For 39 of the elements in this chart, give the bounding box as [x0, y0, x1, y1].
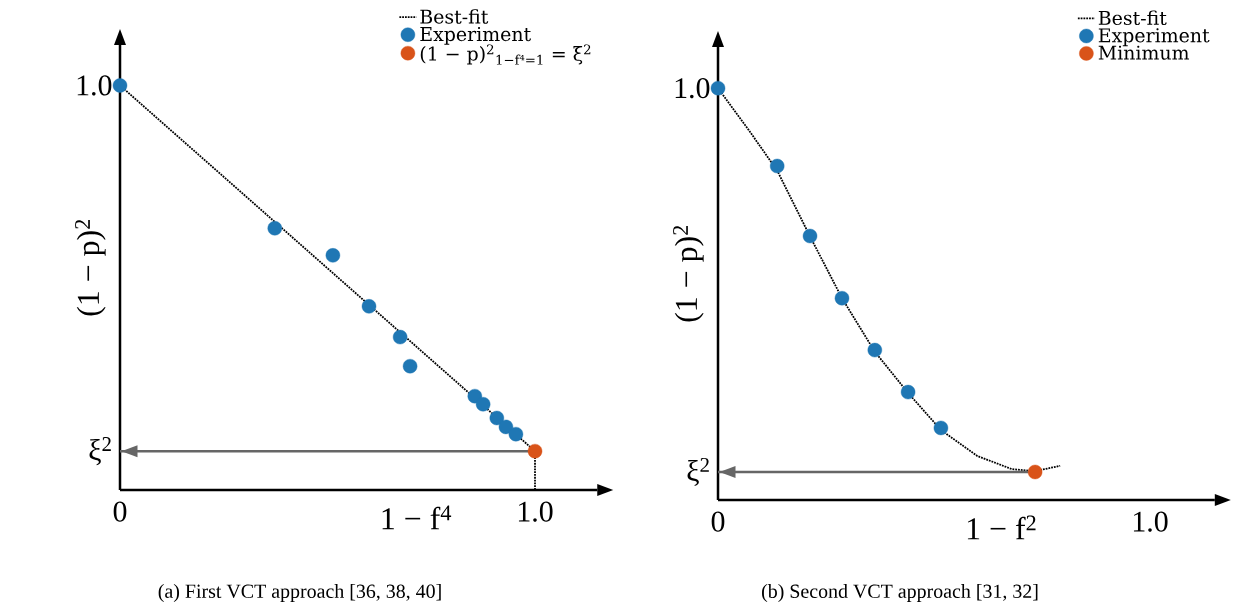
x-axis-title: 1 − f$^{2}$: [967, 515, 1036, 540]
legend-label: Minimum: [1098, 45, 1190, 60]
ref-line-label: ξ$^{2}$: [687, 457, 709, 487]
point: [527, 443, 543, 459]
legend-label: Best-fit: [1098, 10, 1167, 26]
point: [267, 221, 282, 236]
text: (b) Second VCT approach [31, 32]: [762, 583, 1038, 603]
y-axis-title: (1 − p)$^{2}$: [673, 225, 704, 322]
ref-line-label: ξ$^{2}$: [89, 437, 111, 466]
point: [489, 410, 505, 426]
x-tick-label: 0: [113, 501, 127, 522]
point: [475, 397, 491, 412]
point: [933, 420, 949, 436]
point: [710, 80, 726, 96]
point: [769, 158, 785, 174]
point: [867, 342, 883, 358]
x-axis-title: 1 − f$^{4}$: [382, 505, 452, 530]
y-axis-title: (1 − p)$^{2}$: [75, 219, 106, 316]
annotation: 1.0: [77, 75, 112, 96]
legend-label: Experiment: [420, 27, 532, 45]
point: [508, 426, 524, 442]
legend-label: Best-fit: [420, 9, 489, 24]
point: [900, 384, 916, 400]
point: [1027, 464, 1043, 480]
x-tick-label: 1.0: [518, 501, 553, 522]
point: [498, 419, 514, 435]
point: [112, 78, 128, 93]
point: [802, 228, 818, 244]
point: [325, 248, 341, 263]
x-tick-label: 1.0: [1133, 511, 1168, 532]
text: (a) First VCT approach [36, 38, 40]: [158, 583, 441, 603]
point: [834, 291, 850, 306]
point: [402, 359, 418, 374]
point: [361, 299, 377, 314]
annotation: 1.0: [675, 78, 710, 99]
point: [392, 329, 408, 345]
x-tick-label: 0: [711, 511, 725, 532]
legend-label: Experiment: [1098, 28, 1210, 47]
legend-label: (1 − p)$^{2}$$_{1−f⁴=1}$ = ξ$^{2}$: [420, 44, 591, 65]
